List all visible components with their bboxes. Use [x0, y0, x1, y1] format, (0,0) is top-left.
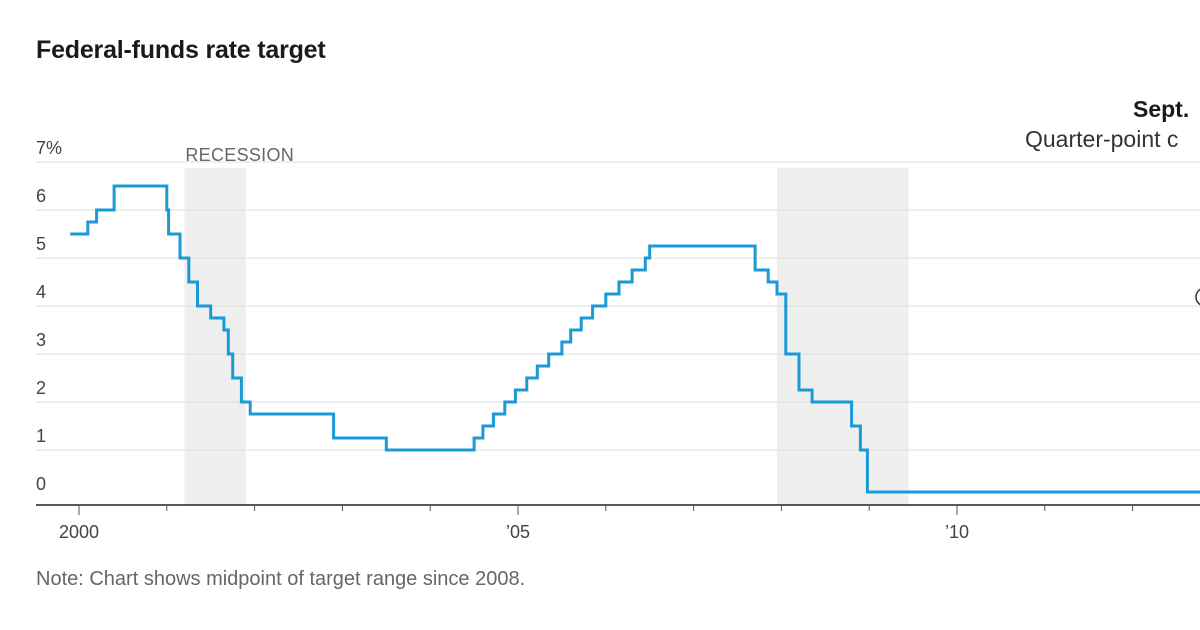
y-tick-label: 7%: [36, 138, 62, 158]
sept-marker: [1195, 288, 1200, 306]
annotation-text: Quarter-point c: [1025, 126, 1178, 152]
x-tick-label: ’05: [506, 522, 530, 542]
y-axis-labels: 0 1 2 3 4 5 6 7%: [36, 138, 62, 494]
y-tick-label: 0: [36, 474, 46, 494]
chart-note: Note: Chart shows midpoint of target ran…: [36, 568, 526, 590]
recession-label: RECESSION: [185, 145, 294, 165]
recession-shading: [184, 168, 909, 505]
y-tick-label: 3: [36, 330, 46, 350]
x-tick-label: ’10: [945, 522, 969, 542]
x-tick-label: 2000: [59, 522, 99, 542]
y-tick-label: 4: [36, 282, 46, 302]
recession-band-0: [184, 168, 246, 505]
y-tick-label: 6: [36, 186, 46, 206]
y-tick-label: 1: [36, 426, 46, 446]
fed-funds-rate-line: [70, 184, 1200, 494]
x-axis: 2000’05’10’15’20’25: [36, 504, 1200, 542]
annotation-heading: Sept.: [1133, 96, 1189, 122]
chart-title: Federal-funds rate target: [36, 36, 326, 64]
recession-band-1: [777, 168, 909, 505]
y-tick-label: 5: [36, 234, 46, 254]
y-tick-label: 2: [36, 378, 46, 398]
